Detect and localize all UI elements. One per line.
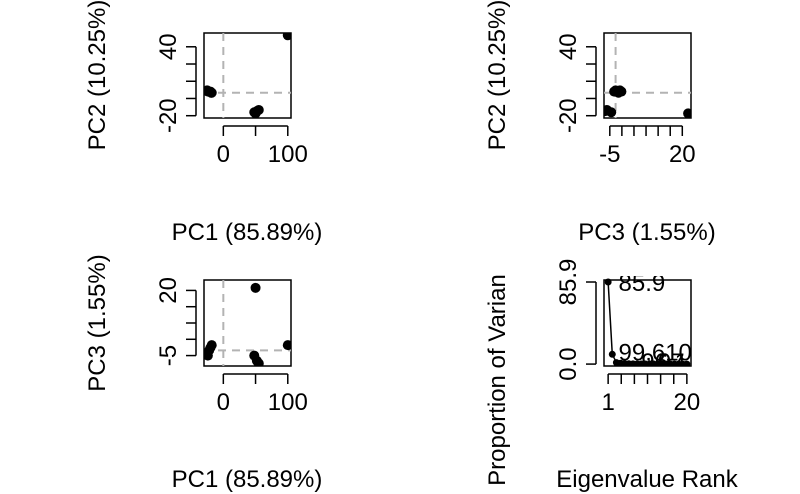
- data-point: [606, 107, 617, 118]
- x-axis-title: Eigenvalue Rank: [556, 466, 738, 493]
- x-tick-label: 0: [217, 141, 230, 168]
- plot-frame: [203, 32, 292, 119]
- x-tick-label: 1: [601, 389, 614, 416]
- plot-frame: [203, 279, 292, 367]
- panel-4: 1 20 0.0 85.9 Eigenvalue Rank Proportion of V…: [484, 259, 739, 493]
- data-point: [683, 108, 691, 118]
- x-tick-label: -5: [599, 141, 620, 168]
- y-tick-label: -20: [155, 98, 182, 133]
- y-tick-label: 20: [155, 277, 182, 304]
- data-point: [206, 87, 217, 98]
- panel-1: 0 100 -20 40 PC1 (85.89%) PC2 (10.25%): [84, 0, 322, 246]
- x-tick-label: 0: [217, 389, 230, 416]
- data-label: 97.6: [658, 349, 705, 376]
- x-tick-label: 100: [268, 389, 308, 416]
- data-point: [250, 282, 261, 293]
- y-tick-label: -20: [555, 98, 582, 133]
- x-tick-label: 100: [268, 141, 308, 168]
- data-point: [253, 358, 264, 366]
- data-point: [604, 278, 612, 286]
- data-label: 85.9: [619, 270, 666, 297]
- points-group: [604, 85, 691, 118]
- data-point: [616, 86, 627, 97]
- panel-3: 0 100 -5 20 PC1 (85.89%) PC3 (1.55%): [84, 254, 322, 493]
- data-point: [608, 350, 616, 358]
- y-tick-label: 40: [155, 33, 182, 60]
- data-point: [206, 340, 217, 351]
- y-tick-label: 0.0: [555, 347, 582, 380]
- y-axis-title: PC2 (10.25%): [84, 0, 111, 150]
- points-group: [204, 33, 291, 118]
- data-point: [282, 340, 291, 351]
- data-label: 96.1: [641, 349, 688, 376]
- x-axis-title: PC1 (85.89%): [172, 219, 323, 246]
- y-axis-title: PC3 (1.55%): [84, 254, 111, 391]
- x-axis-title: PC3 (1.55%): [578, 219, 715, 246]
- y-tick-label: -5: [155, 345, 182, 366]
- data-label: 99.610: [619, 340, 692, 367]
- x-tick-label: 20: [669, 141, 696, 168]
- y-tick-label: 85.9: [555, 259, 582, 306]
- data-point: [683, 360, 691, 366]
- x-tick-label: 20: [674, 389, 701, 416]
- panel-2: -5 20 -20 40 PC3 (1.55%) PC2 (10.25%): [484, 0, 716, 246]
- points-group: [204, 282, 291, 366]
- plot-frame: [603, 32, 692, 119]
- y-axis-title: PC2 (10.25%): [484, 0, 511, 150]
- data-point: [253, 104, 264, 115]
- x-axis-title: PC1 (85.89%): [172, 466, 323, 493]
- y-axis-title: Proportion of Varian: [484, 274, 511, 486]
- y-tick-label: 40: [555, 33, 582, 60]
- data-point: [282, 33, 291, 41]
